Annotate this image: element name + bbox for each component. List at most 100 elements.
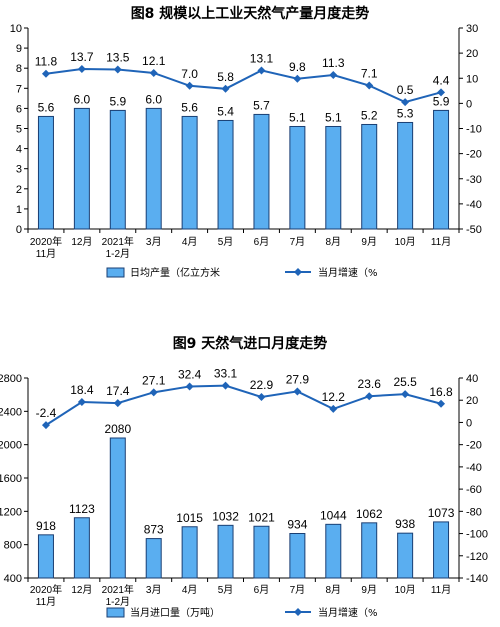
y-tick-label-left: 8 bbox=[16, 63, 22, 75]
y-tick-label-right: -60 bbox=[466, 484, 482, 496]
line-data-label: 12.2 bbox=[322, 390, 346, 404]
x-tick-label: 1-2月 bbox=[106, 248, 130, 260]
line-data-label: 16.8 bbox=[429, 385, 453, 399]
x-tick-label: 7月 bbox=[290, 584, 306, 596]
line-point-marker bbox=[257, 393, 266, 401]
x-tick-label: 5月 bbox=[218, 236, 234, 248]
x-tick-label: 2021年 bbox=[102, 583, 134, 596]
y-tick-label-left: 6 bbox=[16, 103, 22, 115]
y-tick-label-left: 2000 bbox=[0, 440, 22, 452]
line-data-label: 18.4 bbox=[70, 383, 94, 397]
bar bbox=[289, 533, 306, 579]
x-tick-label: 1-2月 bbox=[106, 596, 130, 608]
bar-data-label: 5.6 bbox=[38, 100, 55, 114]
line-data-label: 27.1 bbox=[142, 373, 166, 387]
line-point-marker bbox=[221, 84, 230, 93]
x-tick-label: 4月 bbox=[182, 236, 198, 248]
line-point-marker bbox=[365, 81, 374, 90]
bar bbox=[181, 526, 198, 579]
bar bbox=[37, 115, 54, 230]
line-data-label: 9.8 bbox=[289, 60, 306, 74]
line-point-marker bbox=[401, 390, 410, 399]
bar bbox=[325, 125, 342, 230]
line-point-marker bbox=[149, 388, 158, 397]
y-tick-label-left: 1 bbox=[16, 204, 22, 216]
line-data-label: 25.5 bbox=[393, 375, 417, 389]
line-point-marker bbox=[401, 98, 410, 107]
x-tick-label: 9月 bbox=[361, 236, 377, 248]
bar-data-label: 5.9 bbox=[433, 94, 450, 108]
y-tick-label-left: 2 bbox=[16, 184, 22, 196]
growth-line bbox=[45, 384, 442, 426]
y-tick-label-left: 1200 bbox=[0, 506, 22, 518]
line-data-label: 33.1 bbox=[214, 367, 238, 381]
x-tick-label: 2020年 bbox=[30, 235, 62, 248]
y-tick-label-left: 800 bbox=[4, 540, 22, 552]
bar-data-label: 918 bbox=[36, 519, 56, 533]
bar-data-label: 1044 bbox=[320, 508, 347, 522]
x-tick-label: 10月 bbox=[395, 236, 416, 248]
line-data-label: 22.9 bbox=[250, 378, 274, 392]
y-tick-label-left: 3 bbox=[16, 164, 22, 176]
y-tick-label-right: -80 bbox=[466, 506, 482, 518]
line-data-label: 13.7 bbox=[70, 50, 94, 64]
line-data-label: 17.4 bbox=[106, 384, 130, 398]
bar-data-label: 5.9 bbox=[109, 94, 126, 108]
line-data-label: 12.1 bbox=[142, 54, 166, 68]
line-data-label: 27.9 bbox=[286, 372, 310, 386]
legend-line-label: 当月增速（% bbox=[318, 606, 378, 619]
line-data-label: 11.3 bbox=[322, 56, 345, 70]
bar bbox=[73, 517, 90, 579]
bar bbox=[289, 125, 306, 230]
x-tick-label: 8月 bbox=[326, 584, 342, 596]
bar bbox=[73, 107, 90, 230]
y-tick-label-right: -20 bbox=[466, 149, 482, 161]
bar bbox=[109, 437, 126, 579]
line-point-marker bbox=[41, 421, 50, 430]
bar-data-label: 5.2 bbox=[361, 108, 378, 122]
line-data-label: 5.8 bbox=[217, 70, 234, 84]
line-point-marker bbox=[41, 69, 50, 78]
bar bbox=[145, 538, 162, 579]
bar-data-label: 934 bbox=[287, 518, 307, 532]
bar bbox=[109, 109, 126, 230]
legend-line-label: 当月增速（% bbox=[318, 266, 378, 279]
y-tick-label-left: 5 bbox=[16, 124, 22, 136]
x-tick-label: 8月 bbox=[326, 236, 342, 248]
y-tick-label-left: 2800 bbox=[0, 373, 22, 385]
line-point-marker bbox=[293, 387, 302, 396]
y-tick-label-left: 0 bbox=[16, 224, 22, 236]
chart-production: 图8 规模以上工业天然气产量月度走势 0 1 2 3 4 5 6 7 8 9 10 -50 -40 -30 -… bbox=[10, 5, 482, 279]
x-tick-label: 3月 bbox=[146, 584, 162, 596]
line-point-marker bbox=[329, 70, 338, 79]
bar bbox=[37, 534, 54, 579]
y-tick-label-left: 7 bbox=[16, 83, 22, 95]
line-point-marker bbox=[77, 398, 86, 406]
y-tick-label-left: 2400 bbox=[0, 406, 22, 418]
x-tick-label: 5月 bbox=[218, 584, 234, 596]
bar bbox=[181, 115, 198, 230]
y-tick-label-right: -50 bbox=[466, 224, 482, 236]
y-tick-label-right: -30 bbox=[466, 174, 482, 186]
bar bbox=[361, 123, 378, 230]
chart-title: 图9 天然气进口月度走势 bbox=[173, 335, 328, 352]
y-tick-label-right: -10 bbox=[466, 124, 482, 136]
y-tick-label-right: 10 bbox=[466, 73, 478, 85]
line-point-marker bbox=[437, 399, 446, 408]
y-tick-label-left: 400 bbox=[4, 573, 22, 585]
y-tick-label-right: -140 bbox=[466, 573, 488, 585]
line-data-label: -2.4 bbox=[36, 406, 57, 420]
line-point-marker bbox=[257, 66, 266, 75]
bar-data-label: 1015 bbox=[176, 511, 203, 525]
y-tick-label-left: 9 bbox=[16, 43, 22, 55]
y-tick-label-right: 30 bbox=[466, 23, 478, 35]
line-data-label: 13.1 bbox=[250, 51, 274, 65]
bar bbox=[397, 532, 414, 579]
bar-data-label: 873 bbox=[144, 523, 164, 537]
bar bbox=[433, 109, 450, 230]
y-tick-label-right: 20 bbox=[466, 48, 478, 60]
x-tick-label: 11月 bbox=[431, 236, 451, 248]
line-data-label: 32.4 bbox=[178, 367, 202, 381]
bar bbox=[253, 113, 270, 230]
y-tick-label-right: -40 bbox=[466, 462, 482, 474]
